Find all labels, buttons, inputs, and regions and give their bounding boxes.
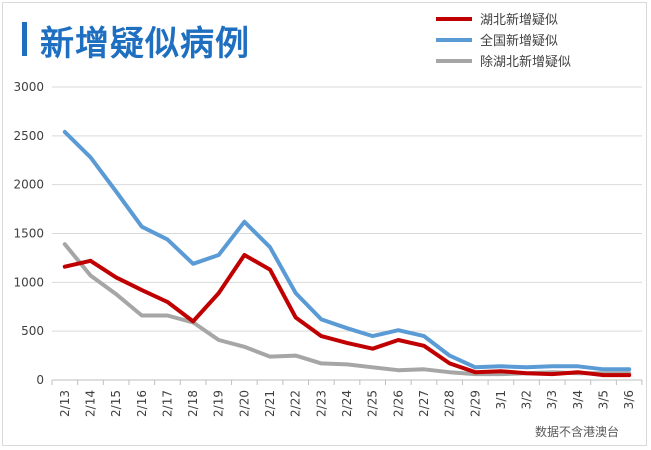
x-tick-label: 3/6: [622, 390, 636, 409]
y-tick-label: 0: [36, 373, 44, 387]
legend: 湖北新增疑似 全国新增疑似 除湖北新增疑似: [436, 8, 636, 71]
x-tick-label: 2/20: [237, 390, 251, 417]
x-tick-label: 3/3: [545, 390, 559, 409]
x-tick-label: 2/16: [135, 390, 149, 417]
x-tick-label: 2/19: [212, 390, 226, 417]
x-tick-label: 2/21: [263, 390, 277, 417]
legend-swatch-hubei: [436, 16, 472, 21]
x-tick-label: 2/29: [468, 390, 482, 417]
y-tick-label: 1000: [13, 275, 44, 289]
x-tick-label: 2/23: [314, 390, 328, 417]
y-tick-label: 1500: [13, 227, 44, 241]
x-tick-label: 2/17: [160, 390, 174, 417]
legend-item-national: 全国新增疑似: [436, 29, 636, 50]
chart-title: 新增疑似病例: [40, 24, 250, 64]
series-line-hubei: [62, 253, 632, 378]
x-tick-label: 2/24: [340, 390, 354, 417]
y-tick-label: 500: [21, 324, 44, 338]
y-tick-label: 2500: [13, 129, 44, 143]
x-tick-label: 2/14: [83, 390, 97, 417]
legend-swatch-excl-hubei: [436, 58, 472, 63]
legend-item-hubei: 湖北新增疑似: [436, 8, 636, 29]
series-line-national: [62, 129, 632, 372]
y-tick-label: 2000: [13, 178, 44, 192]
x-tick-label: 2/22: [289, 390, 303, 417]
legend-label-excl-hubei: 除湖北新增疑似: [480, 55, 572, 70]
y-tick-label: 3000: [13, 80, 44, 94]
x-tick-label: 2/28: [443, 390, 457, 417]
x-tick-label: 2/13: [58, 390, 72, 417]
x-tick-label: 3/4: [571, 390, 585, 409]
series-line-excl-hubei: [62, 242, 632, 377]
x-tick-label: 3/2: [520, 390, 534, 409]
x-tick-label: 2/27: [417, 390, 431, 417]
x-tick-label: 2/15: [109, 390, 123, 417]
legend-item-excl-hubei: 除湖北新增疑似: [436, 50, 636, 71]
x-tick-label: 2/26: [391, 390, 405, 417]
x-tick-label: 3/1: [494, 390, 508, 409]
source-note: 数据不含港澳台: [534, 425, 619, 439]
legend-swatch-national: [436, 37, 472, 42]
x-tick-label: 3/5: [597, 390, 611, 409]
legend-label-hubei: 湖北新增疑似: [480, 13, 559, 28]
x-tick-label: 2/25: [366, 390, 380, 417]
legend-label-national: 全国新增疑似: [480, 34, 559, 49]
title-accent-bar: [22, 22, 27, 56]
x-tick-label: 2/18: [186, 390, 200, 417]
